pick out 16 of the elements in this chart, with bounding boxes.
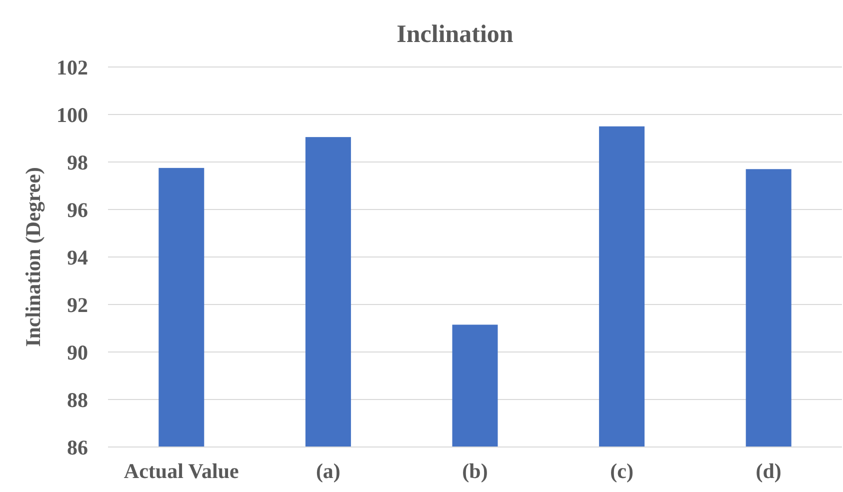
y-tick-label: 92 [67,292,88,317]
x-tick-label: (d) [756,459,782,483]
y-tick-label: 86 [67,435,88,460]
y-axis-title: Inclination (Degree) [21,167,45,347]
x-tick-label: (a) [316,459,340,483]
y-tick-label: 94 [67,245,88,270]
x-tick-label: (c) [610,459,634,483]
y-tick-label: 102 [56,55,88,80]
y-tick-label: 96 [67,198,88,222]
chart-title: Inclination [396,21,514,48]
x-tick-label: (b) [462,459,488,483]
y-tick-label: 88 [67,388,88,412]
x-tick-label: Actual Value [124,459,239,483]
y-tick-label: 90 [67,340,88,364]
y-tick-label: 98 [67,150,88,174]
y-tick-label: 100 [56,102,88,127]
